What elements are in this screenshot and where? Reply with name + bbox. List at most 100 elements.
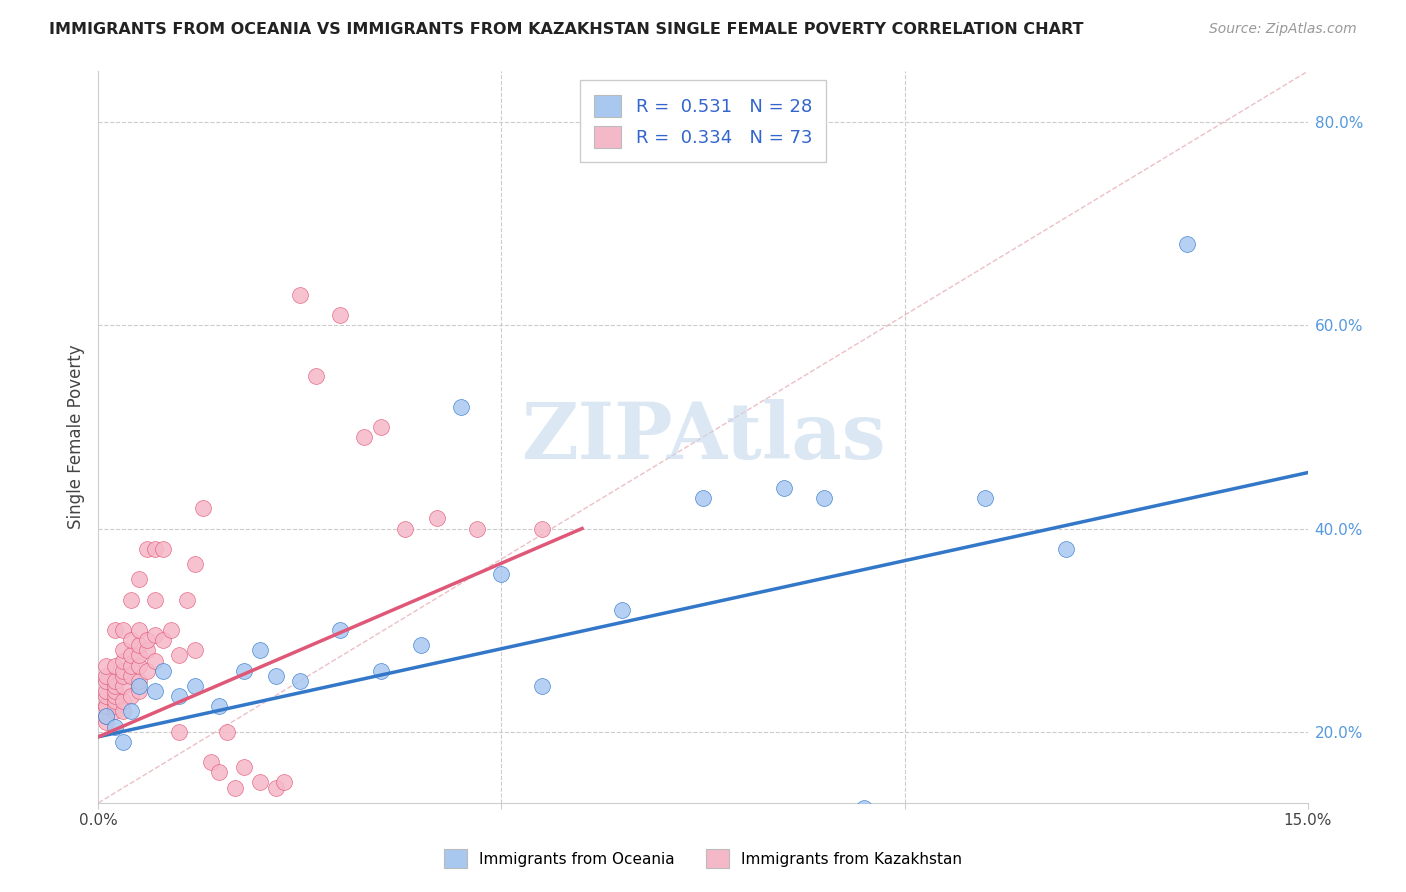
Point (103, 623, 125, 637)
Point (465, 521, 488, 535)
Point (530, 679, 553, 693)
Point (224, 780, 246, 795)
Point (530, 521, 553, 535)
Point (208, 765, 231, 780)
Point (394, 521, 416, 535)
Point (273, 775, 295, 789)
Point (143, 541, 166, 556)
Point (305, 369, 328, 384)
Point (96, 699, 118, 714)
Point (135, 664, 157, 678)
Point (120, 689, 142, 703)
Point (208, 699, 231, 714)
Point (96, 658, 118, 673)
Point (120, 669, 142, 683)
Point (128, 623, 150, 637)
Point (217, 724, 239, 739)
Point (853, 801, 876, 815)
Point (128, 684, 150, 698)
Point (152, 664, 174, 678)
Text: IMMIGRANTS FROM OCEANIA VS IMMIGRANTS FROM KAZAKHSTAN SINGLE FEMALE POVERTY CORR: IMMIGRANTS FROM OCEANIA VS IMMIGRANTS FR… (49, 22, 1084, 37)
Point (409, 638, 432, 652)
Point (111, 623, 134, 637)
Point (128, 638, 150, 652)
Point (135, 643, 157, 657)
Point (167, 689, 190, 703)
Point (111, 705, 134, 719)
Point (111, 694, 134, 708)
Point (103, 658, 125, 673)
Point (612, 603, 634, 617)
Point (450, 400, 472, 414)
Text: ZIPAtlas: ZIPAtlas (520, 399, 886, 475)
Y-axis label: Single Female Poverty: Single Female Poverty (66, 345, 84, 529)
Point (143, 684, 166, 698)
Point (120, 592, 142, 607)
Point (160, 623, 183, 637)
Point (426, 511, 449, 525)
Point (249, 775, 271, 789)
Point (974, 491, 997, 505)
Point (353, 430, 375, 444)
Point (264, 780, 287, 795)
Point (135, 541, 157, 556)
Point (232, 760, 254, 774)
Point (103, 694, 125, 708)
Point (103, 689, 125, 703)
Point (135, 633, 157, 648)
Point (111, 735, 134, 749)
Point (103, 705, 125, 719)
Point (370, 420, 392, 434)
Point (96, 699, 118, 714)
Point (370, 664, 392, 678)
Point (184, 643, 207, 657)
Point (167, 648, 190, 663)
Point (184, 557, 207, 571)
Point (143, 654, 166, 668)
Point (264, 669, 287, 683)
Point (96, 673, 118, 688)
Point (128, 658, 150, 673)
Point (184, 679, 207, 693)
Point (176, 592, 198, 607)
Point (111, 679, 134, 693)
Point (249, 643, 271, 657)
Point (128, 673, 150, 688)
Legend: R =  0.531   N = 28, R =  0.334   N = 73: R = 0.531 N = 28, R = 0.334 N = 73 (579, 80, 827, 162)
Point (103, 679, 125, 693)
Point (120, 633, 142, 648)
Point (128, 572, 150, 586)
Point (128, 679, 150, 693)
Point (103, 699, 125, 714)
Point (120, 658, 142, 673)
Point (96, 689, 118, 703)
Point (152, 633, 174, 648)
Point (111, 664, 134, 678)
Point (1054, 541, 1077, 556)
Point (96, 714, 118, 729)
Point (96, 709, 118, 723)
Legend: Immigrants from Oceania, Immigrants from Kazakhstan: Immigrants from Oceania, Immigrants from… (437, 841, 969, 875)
Point (772, 481, 794, 495)
Point (329, 308, 352, 322)
Point (96, 669, 118, 683)
Point (120, 648, 142, 663)
Point (143, 628, 166, 642)
Point (288, 288, 311, 302)
Point (692, 491, 714, 505)
Point (111, 643, 134, 657)
Point (96, 684, 118, 698)
Point (288, 673, 311, 688)
Point (329, 623, 352, 637)
Point (193, 501, 215, 516)
Text: Source: ZipAtlas.com: Source: ZipAtlas.com (1209, 22, 1357, 37)
Point (143, 592, 166, 607)
Point (200, 755, 222, 769)
Point (111, 669, 134, 683)
Point (120, 705, 142, 719)
Point (1175, 237, 1198, 252)
Point (167, 724, 190, 739)
Point (111, 654, 134, 668)
Point (103, 720, 125, 734)
Point (96, 709, 118, 723)
